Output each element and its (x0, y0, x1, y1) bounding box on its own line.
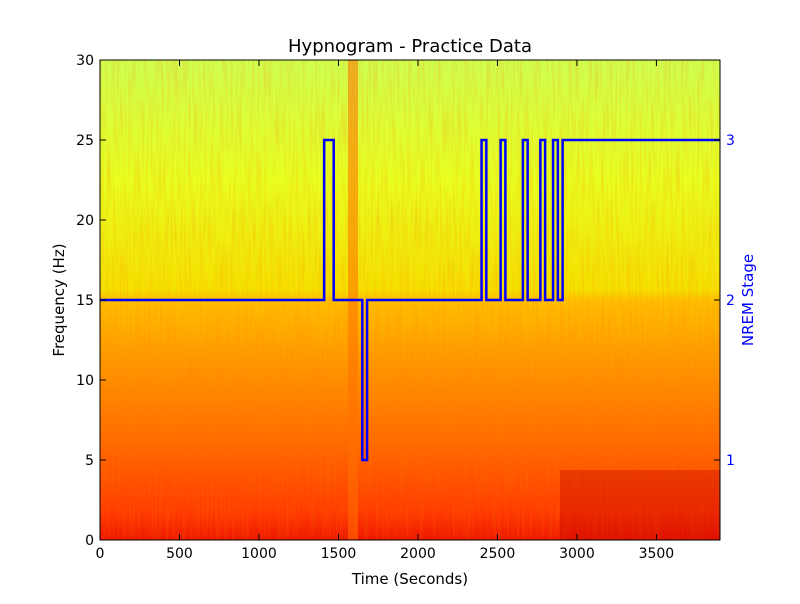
x-tick-label: 1500 (321, 546, 357, 562)
chart-title: Hypnogram - Practice Data (288, 36, 532, 57)
y2-tick-label: 1 (726, 453, 735, 469)
x-tick-label: 500 (166, 546, 193, 562)
nrem-stage-line (100, 138, 720, 462)
y2-axis-label: NREM Stage (739, 254, 757, 346)
x-tick-label: 3000 (559, 546, 595, 562)
y-tick-label: 25 (76, 133, 94, 149)
y-tick-label: 15 (76, 293, 94, 309)
x-tick-label: 3500 (639, 546, 675, 562)
x-axis-label: Time (Seconds) (351, 570, 468, 588)
y-tick-label: 0 (85, 533, 94, 549)
y2-tick-label: 2 (726, 293, 735, 309)
x-tick-label: 2500 (480, 546, 516, 562)
y-tick-label: 20 (76, 213, 94, 229)
y2-axis: 1 2 3 (714, 133, 735, 469)
x-tick-label: 1000 (241, 546, 277, 562)
y-tick-label: 30 (76, 53, 94, 69)
y-axis-label: Frequency (Hz) (50, 243, 68, 356)
y2-tick-label: 3 (726, 133, 735, 149)
x-tick-label: 2000 (400, 546, 436, 562)
y-tick-label: 10 (76, 373, 94, 389)
x-tick-label: 0 (96, 546, 105, 562)
x-axis: 0 500 1000 1500 2000 2500 3000 3500 (96, 60, 675, 562)
y-tick-label: 5 (85, 453, 94, 469)
y-axis: 0 5 10 15 20 25 30 (76, 53, 106, 549)
spectrogram-dark-region (560, 470, 720, 540)
series-layer (100, 138, 720, 462)
